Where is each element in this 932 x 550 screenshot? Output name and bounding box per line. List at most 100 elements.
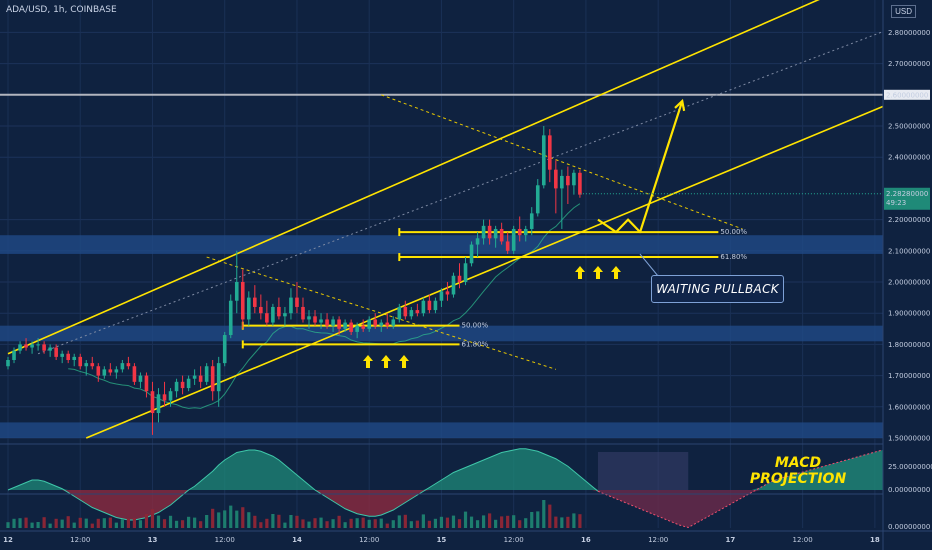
candle-body bbox=[529, 213, 534, 229]
candle-body bbox=[511, 228, 516, 251]
macd-projection-positive bbox=[597, 443, 905, 490]
volume-bar bbox=[54, 518, 58, 528]
candle-body bbox=[168, 391, 173, 401]
volume-bar bbox=[102, 518, 106, 528]
volume-bar bbox=[120, 519, 124, 528]
volume-bar bbox=[217, 512, 221, 528]
candle-body bbox=[271, 306, 275, 323]
candle-body bbox=[24, 344, 28, 348]
candle-body bbox=[265, 313, 269, 323]
time-axis-label: 15 bbox=[437, 536, 447, 544]
volume-bar bbox=[542, 500, 546, 528]
volume-bar bbox=[566, 516, 570, 528]
candle-body bbox=[120, 363, 125, 370]
candle-body bbox=[445, 291, 450, 295]
candle-body bbox=[48, 347, 52, 351]
volume-bar bbox=[427, 520, 431, 528]
candle-body bbox=[361, 325, 365, 329]
volume-bar bbox=[554, 516, 558, 528]
price-axis-tick: 1.60000000 bbox=[888, 403, 930, 411]
volume-bar bbox=[150, 509, 155, 528]
candle-body bbox=[6, 360, 10, 367]
volume-bar bbox=[229, 505, 233, 528]
volume-bar bbox=[18, 518, 22, 528]
candle-body bbox=[433, 300, 438, 311]
dashed-trend-line bbox=[381, 94, 743, 230]
up-arrow-icon bbox=[593, 266, 603, 279]
candle-body bbox=[319, 319, 323, 323]
volume-bar bbox=[349, 518, 353, 528]
volume-bar bbox=[271, 514, 275, 528]
price-axis-tick: 2.10000000 bbox=[888, 247, 930, 255]
volume-bar bbox=[223, 510, 227, 528]
candle-body bbox=[554, 169, 558, 189]
candle-body bbox=[373, 319, 378, 326]
volume-bar bbox=[403, 514, 407, 528]
price-axis-tick: 1.70000000 bbox=[888, 372, 930, 380]
time-axis-label: 12:00 bbox=[648, 536, 668, 544]
time-axis-label: 12:00 bbox=[359, 536, 379, 544]
fib-level-label: 61.80% bbox=[462, 340, 489, 348]
candle-body bbox=[415, 310, 420, 314]
volume-bar bbox=[421, 514, 425, 528]
dashed-median-line bbox=[37, 31, 882, 355]
volume-bar bbox=[187, 516, 191, 528]
candle-body bbox=[36, 344, 40, 346]
volume-bar bbox=[433, 518, 438, 528]
volume-bar bbox=[156, 515, 161, 528]
volume-bar bbox=[24, 517, 28, 528]
candle-body bbox=[138, 375, 143, 382]
volume-bar bbox=[174, 520, 179, 528]
candle-body bbox=[499, 228, 504, 242]
volume-bar bbox=[451, 515, 456, 528]
candle-body bbox=[253, 297, 257, 307]
candle-body bbox=[505, 241, 510, 251]
volume-bar bbox=[253, 515, 257, 528]
candle-body bbox=[66, 353, 70, 360]
volume-bar bbox=[96, 518, 100, 528]
candle-body bbox=[222, 335, 227, 364]
volume-bar bbox=[259, 522, 263, 528]
candle-body bbox=[385, 322, 390, 326]
up-arrow-icon bbox=[575, 266, 585, 279]
current-price-text: 2.28280000 bbox=[886, 190, 928, 198]
volume-bar bbox=[530, 512, 534, 528]
candle-body bbox=[174, 381, 179, 392]
volume-bar bbox=[199, 521, 203, 528]
volume-bar bbox=[144, 514, 149, 528]
volume-bar bbox=[265, 518, 269, 528]
volume-bar bbox=[180, 520, 185, 528]
volume-bar bbox=[307, 521, 311, 528]
channel-line bbox=[7, 0, 820, 355]
up-arrow-icon bbox=[399, 355, 409, 368]
candle-body bbox=[84, 363, 89, 367]
candle-body bbox=[259, 306, 263, 314]
price-axis-tick: 1.90000000 bbox=[888, 310, 930, 318]
time-axis-label: 18 bbox=[870, 536, 880, 544]
volume-bar bbox=[193, 517, 197, 528]
macd-label-line1: MACD bbox=[774, 455, 822, 471]
volume-bar bbox=[235, 510, 239, 528]
volume-bar bbox=[361, 517, 365, 528]
candle-body bbox=[517, 228, 522, 236]
candle-body bbox=[228, 300, 233, 336]
price-axis-tick: 1.80000000 bbox=[888, 341, 930, 349]
symbol-title: ADA/USD, 1h, COINBASE bbox=[6, 5, 117, 15]
volume-bar bbox=[415, 520, 419, 528]
callout-connector bbox=[639, 253, 659, 277]
volume-bar bbox=[114, 522, 118, 528]
currency-badge[interactable]: USD bbox=[891, 5, 916, 18]
volume-bar bbox=[138, 520, 143, 528]
price-axis-tick: 1.50000000 bbox=[888, 435, 930, 443]
up-arrow-icon bbox=[381, 355, 391, 368]
volume-bar bbox=[373, 519, 377, 528]
volume-bar bbox=[12, 518, 16, 528]
fib-level-label: 50.00% bbox=[720, 228, 747, 236]
up-arrow-icon bbox=[611, 266, 621, 279]
candle-body bbox=[162, 394, 167, 401]
candle-body bbox=[560, 175, 564, 189]
volume-bar bbox=[36, 522, 40, 528]
volume-bar bbox=[463, 511, 468, 528]
volume-bar bbox=[488, 513, 492, 528]
